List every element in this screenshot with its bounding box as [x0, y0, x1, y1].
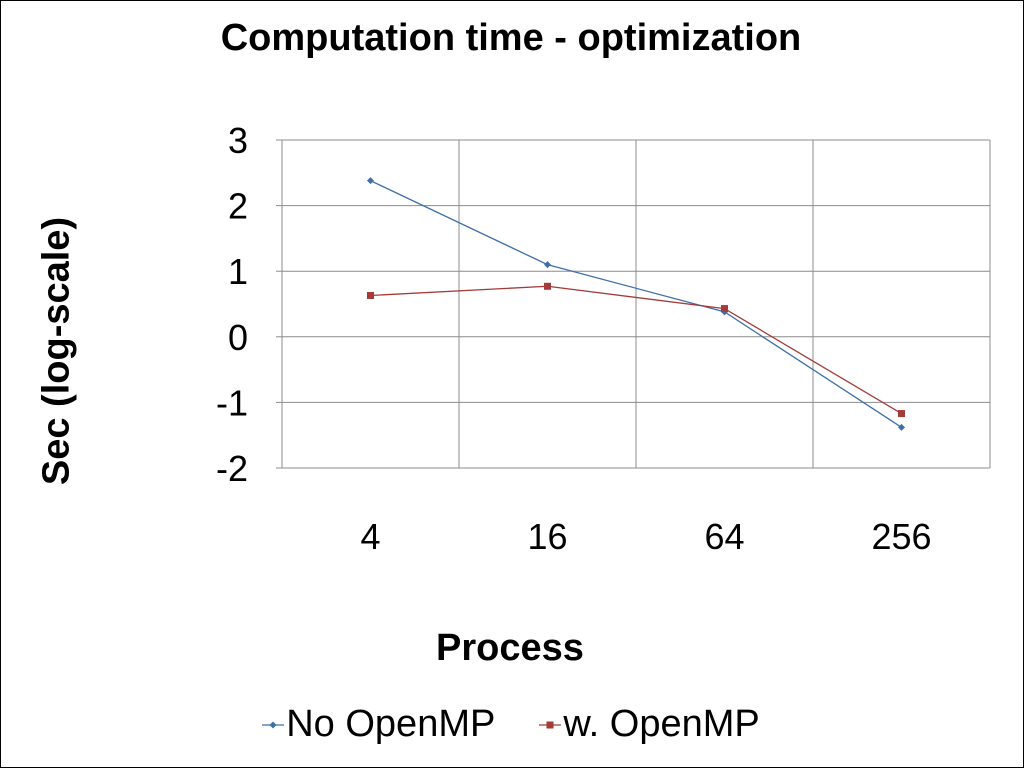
- y-tick-label: 1: [228, 251, 248, 292]
- series-line-2: [370, 285, 902, 415]
- x-tick-label: 256: [871, 516, 931, 557]
- data-point-series-2: [544, 282, 551, 290]
- chart-title: Computation time - optimization: [220, 17, 802, 59]
- y-tick-label: 0: [228, 317, 248, 358]
- legend-swatch: [539, 721, 562, 728]
- y-tick-label: 2: [228, 186, 248, 227]
- data-point-series-2: [721, 305, 728, 313]
- legend-swatch: [262, 721, 285, 728]
- y-tick-label: 3: [228, 120, 248, 161]
- y-tick-label: -1: [216, 382, 248, 423]
- x-tick-label: 64: [704, 516, 744, 557]
- data-point-series-1: [544, 261, 551, 269]
- legend-label: w. OpenMP: [563, 703, 760, 745]
- series-line-1: [370, 180, 902, 428]
- data-point-series-2: [898, 410, 905, 418]
- legend: No OpenMP w. OpenMP: [1, 703, 1021, 746]
- x-tick-label: 16: [527, 516, 567, 557]
- data-point-series-2: [367, 291, 374, 299]
- legend-item: w. OpenMP: [539, 703, 760, 746]
- x-axis-label-text: Process: [436, 627, 584, 669]
- legend-label: No OpenMP: [286, 703, 496, 745]
- y-tick-label: -2: [216, 448, 248, 489]
- legend-item: No OpenMP: [262, 703, 495, 746]
- x-axis-label: Process: [1, 627, 1021, 670]
- data-point-series-1: [367, 177, 374, 185]
- data-point-series-1: [898, 423, 905, 431]
- x-tick-label: 4: [360, 516, 380, 557]
